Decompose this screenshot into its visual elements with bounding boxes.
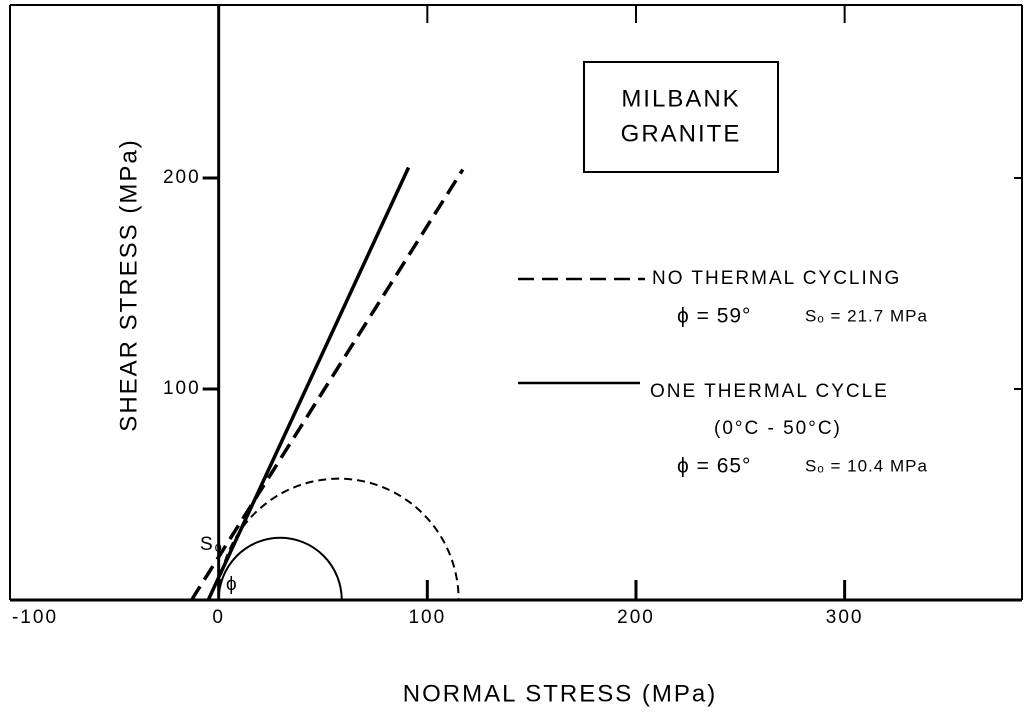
chart-title: GRANITE — [621, 120, 742, 147]
title-box — [583, 61, 779, 173]
mohr-circle — [217, 477, 460, 601]
legend-param: ϕ = 65° — [677, 455, 751, 478]
y-axis-label: SHEAR STRESS (MPa) — [115, 138, 142, 431]
annotation: Sₒ — [200, 534, 224, 555]
chart-title: MILBANK — [621, 85, 740, 112]
envelope-line — [190, 168, 465, 601]
x-tick-label: 300 — [826, 607, 864, 628]
annotation: ϕ — [226, 574, 239, 595]
legend-param: Sₒ = 21.7 MPa — [805, 306, 928, 325]
legend-label: NO THERMAL CYCLING — [652, 268, 901, 289]
mohr-circle — [217, 536, 343, 601]
x-tick-label: -100 — [12, 607, 58, 628]
x-axis-label: NORMAL STRESS (MPa) — [403, 680, 717, 707]
x-tick-label: 100 — [408, 607, 446, 628]
legend-label: ONE THERMAL CYCLE — [650, 381, 889, 402]
legend-param: ϕ = 59° — [677, 305, 751, 328]
legend-note: (0°C - 50°C) — [714, 418, 842, 439]
y-tick-label: 200 — [163, 167, 201, 188]
envelope-line — [206, 166, 411, 601]
y-tick-label: 100 — [163, 378, 201, 399]
legend-param: Sₒ = 10.4 MPa — [805, 456, 928, 475]
x-tick-label: 0 — [212, 607, 225, 628]
x-tick-label: 200 — [617, 607, 655, 628]
